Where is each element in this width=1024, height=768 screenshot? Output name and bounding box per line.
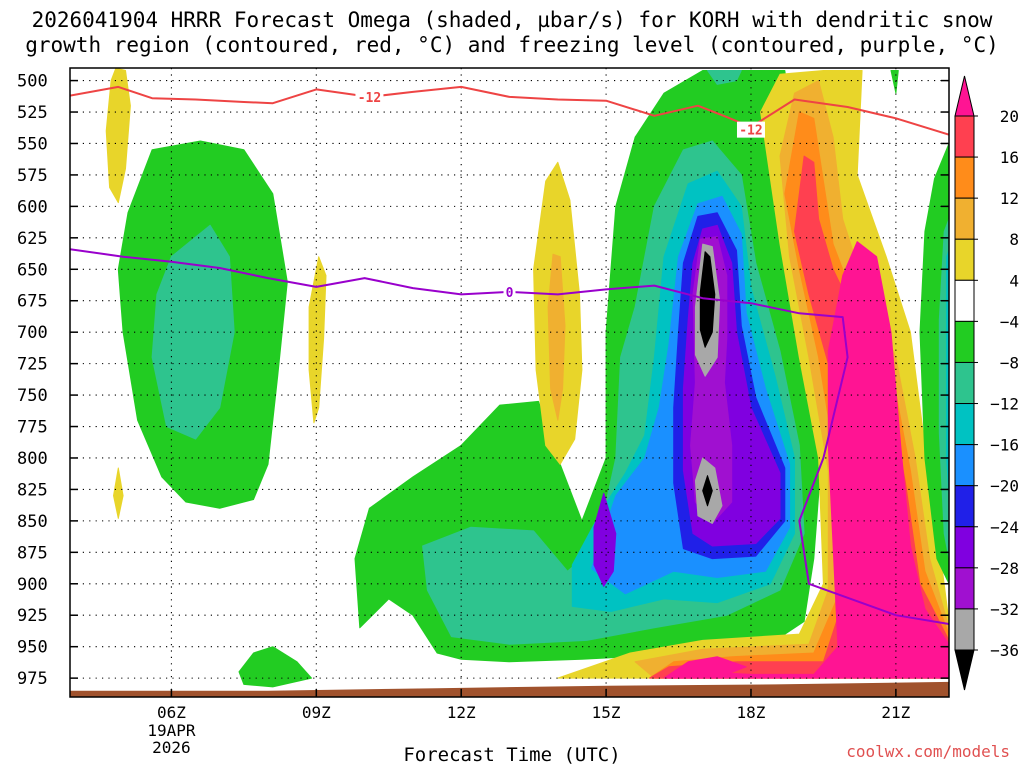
colorbar-swatch-9 <box>954 444 975 487</box>
colorbar-label-1: 16 <box>1000 148 1019 167</box>
y-tick-label-625: 625 <box>17 229 48 249</box>
y-tick-label-600: 600 <box>17 197 48 217</box>
y-tick-label-850: 850 <box>17 512 48 532</box>
y-tick-label-575: 575 <box>17 166 48 186</box>
source-credit: coolwx.com/models <box>846 742 1010 761</box>
x-tick-label-18Z: 18Z <box>737 703 766 722</box>
date-label-1: 2026 <box>152 738 191 757</box>
colorbar-swatch-3 <box>954 197 975 240</box>
x-tick-label-12Z: 12Z <box>447 703 476 722</box>
omega-region-west-small-yellow-3 <box>308 256 327 424</box>
colorbar-swatch-8 <box>954 403 975 446</box>
contour-label-dendritic-minus12-0: -12 <box>358 91 381 106</box>
colorbar-label-13: −36 <box>990 641 1019 660</box>
pressure-axis: 500 525 550 575 600 625 650 675 700 725 750 775 800 8… <box>17 72 949 689</box>
y-tick-label-525: 525 <box>17 103 48 123</box>
colorbar-label-11: −28 <box>990 559 1019 578</box>
x-axis-title: Forecast Time (UTC) <box>403 744 621 766</box>
chart-title-line-1: 2026041904 HRRR Forecast Omega (shaded, … <box>31 8 993 32</box>
colorbar-label-10: −24 <box>990 518 1019 537</box>
colorbar-label-3: 8 <box>1009 230 1019 249</box>
contour-dendritic-minus12 <box>70 85 949 136</box>
colorbar-label-9: −20 <box>990 477 1019 496</box>
colorbar-label-4: 4 <box>1009 271 1019 290</box>
y-tick-label-650: 650 <box>17 260 48 280</box>
omega-region-ascent-core-black-lower <box>702 475 713 507</box>
y-tick-label-750: 750 <box>17 386 48 406</box>
x-tick-label-09Z: 09Z <box>302 703 331 722</box>
colorbar-label-7: −12 <box>990 395 1019 414</box>
colorbar-swatch-0 <box>954 75 975 117</box>
y-tick-label-975: 975 <box>17 669 48 689</box>
y-tick-label-550: 550 <box>17 134 48 154</box>
y-tick-label-950: 950 <box>17 638 48 658</box>
plot-frame <box>69 67 950 698</box>
colorbar-swatch-7 <box>954 361 975 405</box>
y-tick-label-875: 875 <box>17 543 48 563</box>
y-tick-label-825: 825 <box>17 480 48 500</box>
x-tick-label-06Z: 06Z <box>157 703 186 722</box>
y-tick-label-925: 925 <box>17 606 48 626</box>
y-tick-label-900: 900 <box>17 575 48 595</box>
colorbar-swatch-6 <box>954 320 975 363</box>
colorbar-swatch-14 <box>954 649 975 691</box>
y-tick-label-775: 775 <box>17 418 48 438</box>
date-label-0: 19APR <box>147 721 196 740</box>
contour-label-freezing-level-0: 0 <box>506 286 514 301</box>
colorbar-swatch-4 <box>954 238 975 281</box>
colorbar-label-6: −8 <box>1000 353 1019 372</box>
x-tick-label-15Z: 15Z <box>592 703 621 722</box>
colorbar-label-0: 20 <box>1000 107 1019 126</box>
colorbar-swatch-2 <box>954 156 975 199</box>
omega-colorbar: 20 16 12 8 4 −4 −8 −12 −16 −20 −24 −28 −32 −36 <box>954 75 1019 691</box>
chart-title-line-2: growth region (contoured, red, °C) and f… <box>25 33 999 57</box>
omega-region-west-small-yellow-1 <box>105 68 131 204</box>
omega-region-west-small-yellow-2 <box>113 467 124 519</box>
y-tick-label-500: 500 <box>17 72 48 92</box>
contour-label-bg-dendritic-minus12-1 <box>736 121 765 138</box>
grid-layer <box>70 68 949 697</box>
colorbar-swatch-1 <box>954 115 975 158</box>
omega-region-sw-low-green <box>238 646 312 688</box>
omega-region-ascent-west-teal <box>151 224 235 440</box>
colorbar-swatch-5 <box>954 279 975 322</box>
omega-region-descent-east-magenta <box>668 241 949 679</box>
contour-label-dendritic-minus12-1: -12 <box>739 124 762 139</box>
y-tick-label-675: 675 <box>17 292 48 312</box>
omega-shading-layer <box>70 68 949 697</box>
y-tick-label-800: 800 <box>17 449 48 469</box>
contour-freezing-level <box>70 248 949 625</box>
colorbar-swatch-11 <box>954 526 975 569</box>
contour-label-bg-dendritic-minus12-0 <box>355 88 384 105</box>
contour-label-bg-freezing-level-0 <box>503 283 516 300</box>
omega-region-descent-east-magenta-low <box>663 656 747 679</box>
colorbar-label-5: −4 <box>1000 312 1019 331</box>
colorbar-label-12: −32 <box>990 600 1019 619</box>
omega-region-mid-gold <box>547 253 566 421</box>
colorbar-label-8: −16 <box>990 436 1019 455</box>
colorbar-swatch-13 <box>954 608 975 651</box>
omega-region-upper-green-finger <box>890 70 899 94</box>
omega-region-secondary-cell-purple <box>593 492 617 587</box>
y-tick-label-700: 700 <box>17 323 48 343</box>
colorbar-label-2: 12 <box>1000 189 1019 208</box>
x-tick-label-21Z: 21Z <box>881 703 910 722</box>
contour-layer: -12 -12 0 <box>70 85 949 625</box>
ground-terrain <box>70 681 949 697</box>
y-tick-label-725: 725 <box>17 355 48 375</box>
colorbar-swatch-10 <box>954 485 975 528</box>
colorbar-swatch-12 <box>954 567 975 610</box>
